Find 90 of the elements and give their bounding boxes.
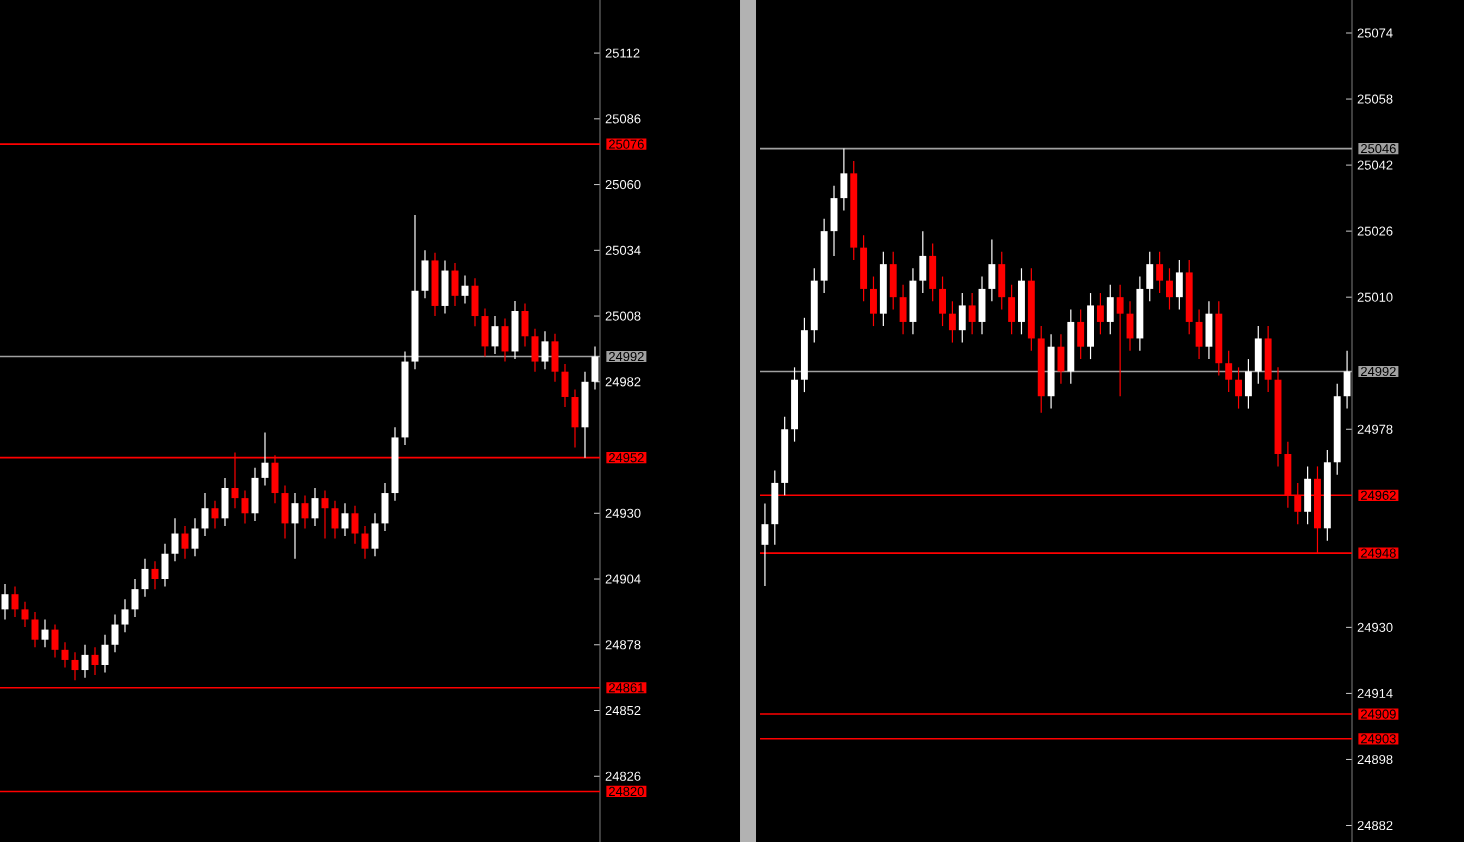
candlestick bbox=[351, 505, 359, 545]
candlestick bbox=[321, 489, 329, 540]
candlestick bbox=[988, 238, 996, 302]
candlestick bbox=[1175, 259, 1183, 311]
candlestick bbox=[1156, 251, 1164, 294]
candlestick bbox=[441, 259, 449, 315]
candlestick bbox=[1166, 267, 1173, 311]
candlestick bbox=[1, 583, 9, 621]
candlestick bbox=[191, 517, 199, 557]
candlestick bbox=[371, 512, 379, 557]
candlestick bbox=[291, 492, 299, 560]
candlestick bbox=[561, 363, 569, 408]
candlestick bbox=[1343, 350, 1351, 410]
candlestick bbox=[1225, 350, 1233, 393]
candlestick bbox=[571, 388, 579, 449]
candlestick bbox=[1057, 333, 1065, 385]
candlestick bbox=[451, 262, 459, 307]
candlestick bbox=[201, 492, 209, 537]
candlestick bbox=[1195, 308, 1203, 360]
candlestick bbox=[51, 623, 59, 659]
candlestick bbox=[929, 242, 937, 302]
candlestick bbox=[331, 500, 339, 540]
candlestick bbox=[381, 482, 389, 532]
candlestick bbox=[1008, 284, 1016, 335]
candlestick bbox=[1235, 366, 1242, 410]
candlestick bbox=[71, 651, 79, 681]
candlestick bbox=[840, 147, 848, 212]
candlestick bbox=[421, 249, 429, 299]
candlestick bbox=[41, 618, 49, 648]
candlestick bbox=[11, 586, 19, 618]
candlestick bbox=[939, 275, 946, 327]
candlestick bbox=[948, 300, 956, 344]
candlestick bbox=[261, 431, 269, 487]
candlestick bbox=[431, 252, 439, 317]
candlestick bbox=[301, 494, 309, 530]
candlestick bbox=[521, 302, 529, 347]
candlestick bbox=[541, 330, 549, 370]
candlestick bbox=[551, 333, 559, 383]
candlestick bbox=[111, 613, 119, 653]
candlestick bbox=[1116, 284, 1124, 397]
candlestick bbox=[761, 502, 769, 587]
candlestick bbox=[81, 644, 89, 679]
candlestick bbox=[471, 277, 479, 327]
candlestick bbox=[958, 292, 966, 344]
candlestick bbox=[1304, 465, 1312, 525]
candlestick bbox=[909, 267, 917, 335]
candlestick bbox=[860, 234, 868, 302]
candlestick bbox=[1087, 292, 1094, 360]
candlestick bbox=[1244, 358, 1252, 410]
candlestick bbox=[241, 489, 249, 524]
candlestick bbox=[311, 487, 319, 527]
candlestick bbox=[461, 275, 469, 305]
candlestick bbox=[870, 275, 877, 327]
candlestick bbox=[491, 315, 499, 355]
candlestick bbox=[161, 543, 169, 588]
candlestick bbox=[1205, 300, 1213, 360]
candlestick bbox=[181, 525, 189, 560]
candlestick bbox=[211, 500, 219, 530]
candlestick bbox=[998, 251, 1006, 311]
candlestick bbox=[889, 251, 897, 311]
candlestick bbox=[151, 560, 159, 590]
candlestick bbox=[771, 469, 779, 546]
candlestick bbox=[61, 641, 69, 669]
candlestick bbox=[1077, 308, 1085, 360]
candlestick bbox=[281, 484, 289, 540]
candlestick bbox=[1096, 292, 1104, 335]
candlestick bbox=[501, 317, 509, 363]
candlestick bbox=[511, 300, 519, 360]
candlestick bbox=[121, 598, 129, 633]
candlestick bbox=[1106, 284, 1114, 335]
candlestick bbox=[1146, 251, 1154, 302]
candlestick bbox=[141, 558, 149, 598]
candlestick bbox=[581, 371, 589, 459]
candlestick bbox=[1264, 325, 1272, 393]
candlestick bbox=[919, 230, 927, 294]
candlestick bbox=[251, 467, 259, 522]
candlestick bbox=[171, 517, 179, 562]
candlestick bbox=[101, 634, 109, 674]
candlestick bbox=[899, 284, 907, 335]
candlestick bbox=[531, 328, 539, 373]
candlestick bbox=[341, 502, 349, 537]
candlestick bbox=[481, 307, 489, 358]
candlestick bbox=[361, 525, 369, 560]
candlestick bbox=[968, 292, 976, 335]
candlestick bbox=[91, 646, 99, 676]
candlestick bbox=[221, 477, 229, 527]
candlestick bbox=[1254, 325, 1262, 385]
candlestick bbox=[31, 611, 39, 648]
candlestick bbox=[1018, 267, 1025, 335]
candlestick bbox=[21, 601, 29, 628]
